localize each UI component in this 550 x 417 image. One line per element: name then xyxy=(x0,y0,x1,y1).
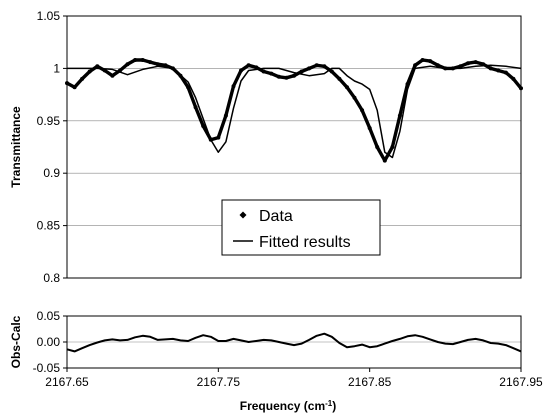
data-point xyxy=(216,135,221,140)
data-point xyxy=(519,86,523,91)
data-point xyxy=(322,64,327,69)
data-point xyxy=(443,66,448,71)
obs-calc-y-tick-label: 0.00 xyxy=(37,335,61,349)
data-point xyxy=(352,95,357,100)
data-point xyxy=(246,63,251,68)
data-point xyxy=(170,66,175,71)
data-point xyxy=(193,105,198,110)
x-axis-label-close: ) xyxy=(332,399,336,413)
data-point xyxy=(382,158,387,163)
data-point xyxy=(254,65,259,70)
legend-label-fitted-results: Fitted results xyxy=(259,234,351,251)
data-point xyxy=(435,63,440,68)
data-point xyxy=(102,68,107,73)
obs-calc-y-tick-label: -0.05 xyxy=(33,361,61,375)
data-point xyxy=(231,84,236,89)
data-point xyxy=(314,63,319,68)
transmittance-y-tick-label: 0.95 xyxy=(37,114,61,128)
data-point xyxy=(466,61,470,66)
frequency-x-axis-label: Frequency (cm-1) xyxy=(240,399,336,414)
data-point xyxy=(133,58,138,62)
transmittance-y-tick-label: 0.9 xyxy=(43,166,60,180)
data-point xyxy=(208,137,213,142)
transmittance-y-tick-label: 0.8 xyxy=(43,271,60,285)
data-point xyxy=(299,69,304,74)
data-point xyxy=(375,145,380,149)
obs-calc-y-tick-label: 0.05 xyxy=(37,309,61,323)
data-point xyxy=(269,71,274,76)
transmittance-y-tick-label: 1 xyxy=(53,61,60,75)
legend-label-data: Data xyxy=(259,208,293,225)
data-point xyxy=(276,74,281,79)
data-point xyxy=(95,64,100,69)
data-point xyxy=(367,126,372,131)
obs-calc-chart: -0.050.000.05 2167.65 2167.75 2167.85 2167.… xyxy=(9,309,543,413)
data-point xyxy=(223,113,228,118)
legend-marker-data xyxy=(239,211,247,219)
frequency-x-tick-label: 2167.95 xyxy=(499,375,543,389)
data-point xyxy=(481,62,486,67)
data-series xyxy=(65,58,523,163)
data-point xyxy=(496,68,501,73)
data-point xyxy=(473,60,478,65)
frequency-x-tick-label: 2167.85 xyxy=(348,375,392,389)
data-point xyxy=(345,85,349,90)
frequency-x-tick-label: 2167.65 xyxy=(45,375,89,389)
data-point xyxy=(397,113,402,118)
data-point xyxy=(261,69,266,74)
data-point xyxy=(284,75,289,80)
data-point xyxy=(511,76,516,81)
data-point xyxy=(178,73,183,78)
frequency-x-tick-labels: 2167.65 2167.75 2167.85 2167.95 xyxy=(45,368,543,389)
data-point xyxy=(201,124,206,128)
data-point xyxy=(239,68,243,73)
fitted-results-line xyxy=(67,64,522,159)
data-point xyxy=(307,66,312,71)
legend: Data Fitted results xyxy=(221,199,381,256)
data-point xyxy=(329,69,334,74)
obs-calc-plot-frame xyxy=(66,315,522,369)
frequency-x-tick-label: 2167.75 xyxy=(197,375,241,389)
transmittance-chart: 0.8 0.85 0.9 0.95 1 1.05 Transmittance Data F… xyxy=(9,9,523,285)
data-point xyxy=(360,108,365,113)
data-point xyxy=(420,58,425,62)
obs-calc-gridlines xyxy=(63,315,521,369)
obs-calc-line xyxy=(66,332,522,353)
fitted-results-series xyxy=(67,64,522,159)
data-point xyxy=(450,66,455,71)
obs-calc-y-tick-labels: -0.05 0.00 0.05 xyxy=(33,309,61,375)
data-point xyxy=(80,76,85,81)
data-point xyxy=(118,68,122,73)
data-point xyxy=(413,63,418,68)
data-point xyxy=(125,62,130,67)
data-point xyxy=(292,73,296,78)
transmittance-y-axis-label: Transmittance xyxy=(9,106,23,188)
obs-calc-series xyxy=(66,332,522,353)
transmittance-y-tick-labels: 0.8 0.85 0.9 0.95 1 1.05 xyxy=(37,9,61,285)
data-point xyxy=(488,66,493,71)
data-point xyxy=(87,69,92,74)
data-point xyxy=(186,85,191,90)
obs-calc-y-axis-label: Obs-Calc xyxy=(9,315,23,368)
data-point xyxy=(148,60,153,65)
data-point xyxy=(140,58,145,62)
data-point xyxy=(390,145,395,149)
data-point xyxy=(72,85,77,90)
data-point xyxy=(110,73,115,78)
x-axis-label-main: Frequency (cm xyxy=(240,399,325,413)
data-point xyxy=(163,63,168,68)
x-axis-label-superscript: -1 xyxy=(325,399,333,408)
transmittance-y-tick-label: 0.85 xyxy=(37,219,61,233)
data-point xyxy=(458,64,463,69)
legend-box xyxy=(221,199,381,256)
data-point xyxy=(405,82,410,87)
data-point xyxy=(65,81,69,86)
data-point xyxy=(337,76,342,81)
transmittance-plot-frame xyxy=(66,15,522,279)
transmittance-y-tick-label: 1.05 xyxy=(37,9,61,23)
data-point xyxy=(503,70,508,75)
data-point xyxy=(428,59,433,64)
data-point xyxy=(155,62,160,67)
